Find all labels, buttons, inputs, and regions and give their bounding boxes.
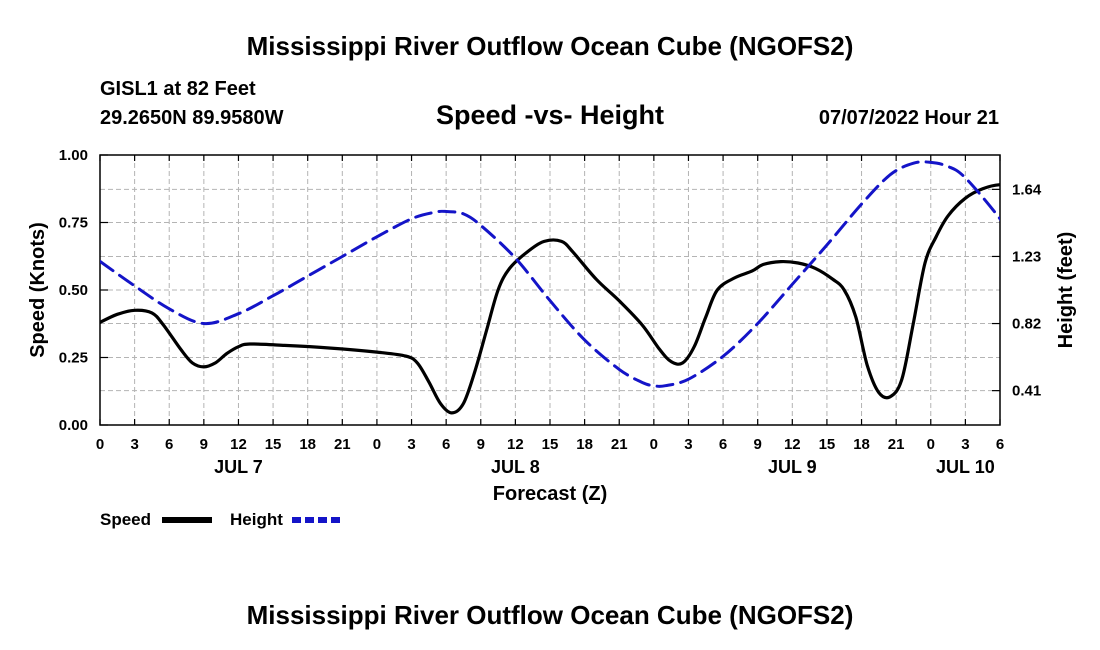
x-tick-label: 12: [784, 436, 801, 453]
x-tick-label: 9: [477, 436, 485, 453]
speed-series-line: [100, 183, 1000, 415]
date-label: JUL 10: [936, 457, 995, 477]
x-tick-label: 6: [996, 436, 1004, 453]
y2-tick-label: 0.41: [1012, 383, 1041, 400]
legend: Speed Height: [100, 510, 342, 529]
station-coords: 29.2650N 89.9580W: [100, 107, 284, 129]
x-axis: 0 3 6 9 12 15 18 21 0 3 6 9 12 15 18 21 0 3 6 9 12 15 18 21 0 3 6: [96, 155, 1004, 453]
y-tick-label: 1.00: [59, 147, 88, 164]
x-tick-label: 0: [373, 436, 381, 453]
series-lines: [100, 160, 1000, 415]
y-tick-label: 0.00: [59, 417, 88, 434]
y-axis-left: 0.00 0.25 0.50 0.75 1.00: [59, 147, 108, 434]
x-tick-label: 12: [230, 436, 247, 453]
chart-subtitle: Speed -vs- Height: [436, 100, 664, 130]
x-tick-label: 6: [165, 436, 173, 453]
station-name: GISL1 at 82 Feet: [100, 78, 256, 100]
legend-speed-label: Speed: [100, 510, 151, 529]
x-tick-label: 21: [334, 436, 351, 453]
chart-title-top: Mississippi River Outflow Ocean Cube (NG…: [247, 31, 854, 61]
x-tick-label: 18: [576, 436, 593, 453]
y-tick-label: 0.25: [59, 350, 88, 367]
x-tick-label: 15: [819, 436, 836, 453]
gridlines: [100, 155, 1000, 425]
chart-title-bottom: Mississippi River Outflow Ocean Cube (NG…: [247, 600, 854, 630]
y2-tick-label: 1.64: [1012, 181, 1042, 198]
x-tick-label: 0: [96, 436, 104, 453]
x-tick-label: 21: [611, 436, 628, 453]
x-tick-label: 0: [650, 436, 658, 453]
y2-tick-label: 1.23: [1012, 248, 1041, 265]
x-tick-label: 18: [299, 436, 316, 453]
x-tick-label: 21: [888, 436, 905, 453]
x-tick-label: 6: [442, 436, 450, 453]
x-tick-label: 15: [265, 436, 282, 453]
date-label: JUL 7: [214, 457, 263, 477]
forecast-datetime: 07/07/2022 Hour 21: [819, 107, 999, 129]
x-tick-label: 15: [542, 436, 559, 453]
date-label: JUL 8: [491, 457, 540, 477]
legend-height-label: Height: [230, 510, 283, 529]
x-tick-label: 9: [200, 436, 208, 453]
x-axis-label: Forecast (Z): [493, 483, 607, 505]
x-tick-label: 9: [754, 436, 762, 453]
date-labels: JUL 7 JUL 8 JUL 9 JUL 10: [214, 457, 995, 477]
x-tick-label: 3: [407, 436, 415, 453]
plot-area: 0 3 6 9 12 15 18 21 0 3 6 9 12 15 18 21 0 3 6 9 12 15 18 21 0 3 6 …: [59, 147, 1042, 477]
x-tick-label: 3: [684, 436, 692, 453]
x-tick-label: 18: [853, 436, 870, 453]
x-tick-label: 12: [507, 436, 524, 453]
height-series-line: [100, 160, 1000, 388]
y-axis-label: Speed (Knots): [27, 222, 49, 358]
y-tick-label: 0.50: [59, 282, 88, 299]
y-axis-right: 0.41 0.82 1.23 1.64: [992, 181, 1042, 400]
x-tick-label: 3: [961, 436, 969, 453]
x-tick-label: 0: [927, 436, 935, 453]
x-tick-label: 6: [719, 436, 727, 453]
x-tick-label: 3: [130, 436, 138, 453]
y-tick-label: 0.75: [59, 215, 88, 232]
y2-tick-label: 0.82: [1012, 316, 1041, 333]
date-label: JUL 9: [768, 457, 817, 477]
y2-axis-label: Height (feet): [1055, 232, 1077, 349]
